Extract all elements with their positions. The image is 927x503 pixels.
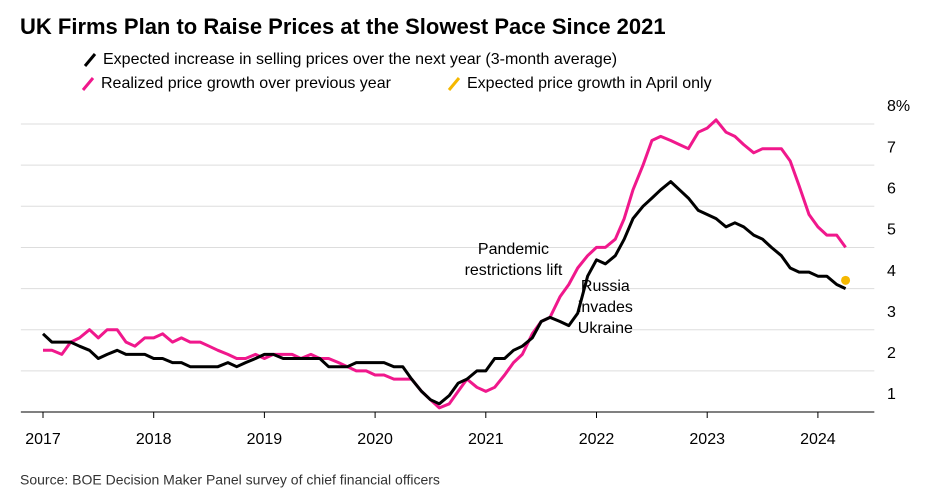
x-tick-label: 2024 <box>800 431 836 448</box>
x-tick-label: 2019 <box>247 431 283 448</box>
legend-label: Realized price growth over previous year <box>101 75 392 92</box>
series-line <box>43 118 847 410</box>
y-tick-label: 4 <box>887 263 896 280</box>
x-tick-label: 2018 <box>136 431 172 448</box>
x-tick-label: 2023 <box>689 431 725 448</box>
point <box>841 275 851 285</box>
y-tick-label: 2 <box>887 345 896 362</box>
x-tick-label: 2017 <box>25 431 61 448</box>
y-tick-label: 1 <box>887 386 896 403</box>
x-tick-label: 2022 <box>579 431 615 448</box>
chart-title: UK Firms Plan to Raise Prices at the Slo… <box>20 14 666 39</box>
y-tick-label: 6 <box>887 181 896 198</box>
legend-swatch <box>81 77 95 91</box>
x-tick-label: 2020 <box>357 431 393 448</box>
annotation: Pandemic restrictions lift <box>464 241 563 280</box>
legend-swatch <box>447 77 461 91</box>
annotation: Russia invades Ukraine <box>577 278 633 338</box>
y-tick-label: 5 <box>887 222 896 239</box>
legend-swatch <box>83 53 97 67</box>
series-line <box>41 180 847 406</box>
legend-label: Expected price growth in April only <box>467 75 712 92</box>
y-tick-label: 7 <box>887 139 896 156</box>
legend-label: Expected increase in selling prices over… <box>103 51 617 68</box>
y-tick-label: 3 <box>887 304 896 321</box>
x-tick-label: 2021 <box>468 431 504 448</box>
source: Source: BOE Decision Maker Panel survey … <box>20 472 440 488</box>
y-tick-label: 8% <box>887 98 910 115</box>
